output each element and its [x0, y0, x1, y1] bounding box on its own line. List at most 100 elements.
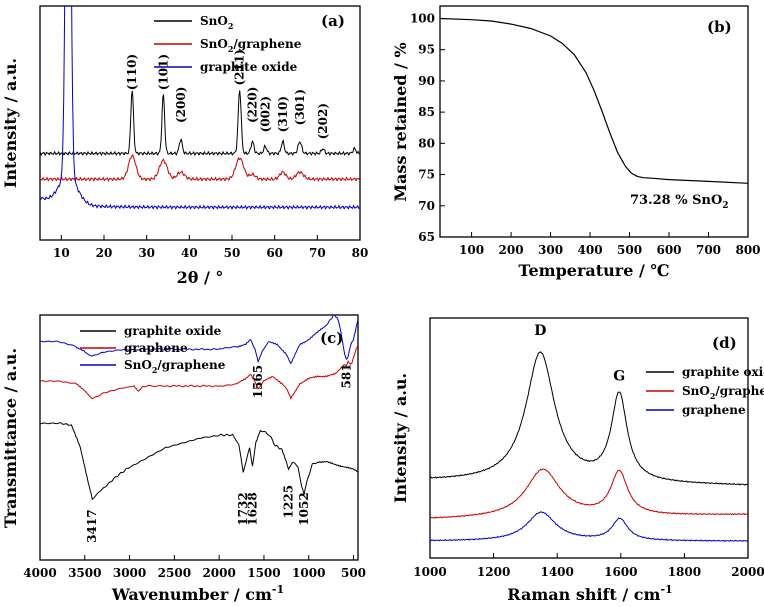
- x-ticks-c: 4000 3500 3000 2500 2000 1500 1000 500: [23, 555, 366, 580]
- x-ticks-d: 1000 1200 1400 1600 1800 2000: [413, 553, 764, 579]
- peak-label-c-2: 1732: [236, 492, 250, 525]
- peak-label-a-0: (110): [125, 54, 139, 90]
- peak-labels-a: (110) (101) (200) (211) (220)(002) (310) (301)…: [125, 49, 330, 139]
- x-tick-label-b-1: 200: [499, 243, 524, 257]
- series-line-c-0: [40, 422, 358, 501]
- peak-label-a-5: (002): [258, 96, 272, 132]
- x-tick-label-d-5: 2000: [731, 565, 764, 579]
- peak-label-a-3: (211): [233, 49, 247, 85]
- legend-label-d-1: SnO2/graphene: [682, 384, 764, 401]
- y-axis-label-a: Intensity / a.u.: [1, 58, 20, 188]
- y-tick-label-b-5: 90: [418, 74, 435, 88]
- peak-label-a-8: (202): [316, 103, 330, 139]
- peak-label-c-0: 1565: [251, 365, 265, 398]
- x-tick-label-c-7: 500: [341, 566, 366, 580]
- y-tick-label-b-4: 85: [418, 105, 435, 119]
- y-axis-label-c: Transmittance / a.u.: [1, 348, 20, 528]
- series-line-a-0: [40, 90, 360, 157]
- x-tick-label-b-2: 300: [538, 243, 563, 257]
- x-tick-label-a-5: 60: [266, 246, 283, 260]
- x-tick-label-b-5: 600: [656, 243, 681, 257]
- plot-frame-c: [39, 314, 359, 561]
- x-tick-label-c-2: 3000: [113, 566, 146, 580]
- legend-label-a-0: SnO2: [200, 14, 233, 31]
- legend-label-c-0: graphite oxide: [124, 324, 222, 338]
- peak-label-c-5: 1052: [297, 492, 311, 525]
- x-tick-label-a-4: 50: [224, 246, 241, 260]
- x-tick-label-d-2: 1400: [540, 565, 573, 579]
- x-ticks-a: 10 20 30 40 50 60 70 80: [53, 235, 368, 260]
- x-axis-label-b: Temperature / ℃: [518, 261, 669, 280]
- y-tick-label-b-6: 95: [418, 43, 435, 57]
- x-tick-label-b-6: 700: [696, 243, 721, 257]
- x-tick-label-a-7: 80: [352, 246, 369, 260]
- x-tick-label-b-0: 100: [459, 243, 484, 257]
- legend-label-d-0: graphite oxide: [682, 365, 764, 379]
- legend-label-a-1: SnO2/graphene: [200, 37, 302, 54]
- panel-label-b: (b): [707, 18, 732, 36]
- peak-label-a-6: (310): [276, 96, 290, 132]
- series-line-d-2: [430, 511, 748, 543]
- x-tick-label-c-1: 3500: [68, 566, 101, 580]
- peak-label-a-7: (301): [293, 89, 307, 125]
- x-tick-label-a-1: 20: [96, 246, 113, 260]
- y-tick-label-b-3: 80: [418, 136, 435, 150]
- series-line-d-1: [430, 468, 748, 519]
- x-tick-label-c-0: 4000: [23, 566, 56, 580]
- tga-annotation: 73.28 % SnO2: [630, 193, 729, 211]
- peak-label-a-2: (200): [174, 87, 188, 123]
- band-label-d-0: D: [534, 323, 546, 339]
- x-tick-label-a-6: 70: [309, 246, 326, 260]
- panel-a: 10 20 30 40 50 60 70 80 (110) (101) (200) (211) (22…: [1, 5, 368, 287]
- x-tick-label-d-1: 1200: [477, 565, 510, 579]
- axis-ticks-b: 100 200 300 400 500 600 700 800 65 70 75 80 85 90 95 10…: [410, 11, 761, 257]
- peak-label-c-6: 3417: [85, 509, 99, 542]
- y-tick-label-b-2: 75: [418, 168, 435, 182]
- series-line-a-2: [40, 6, 360, 211]
- plot-frame-d: [429, 317, 749, 559]
- series-group-b: [439, 17, 749, 184]
- peak-label-c-1: 581: [339, 363, 353, 388]
- legend-label-d-2: graphene: [682, 403, 746, 417]
- plot-frame-a: [39, 5, 361, 241]
- legend-label-c-2: SnO2/graphene: [124, 358, 226, 375]
- y-axis-label-d: Intensity / a.u.: [391, 373, 410, 503]
- panel-label-d: (d): [712, 334, 737, 352]
- panel-label-c: (c): [320, 329, 343, 347]
- series-group-a: [40, 6, 360, 211]
- band-labels-d: DG: [534, 323, 625, 385]
- x-axis-label-a: 2θ / °: [177, 268, 224, 287]
- series-line-d-0: [430, 351, 748, 486]
- x-tick-label-a-0: 10: [53, 246, 70, 260]
- x-tick-label-b-4: 500: [617, 243, 642, 257]
- panel-label-a: (a): [321, 12, 345, 30]
- series-line-c-2: [40, 315, 358, 365]
- plot-frame-b: [439, 5, 749, 238]
- x-tick-label-d-4: 1800: [668, 565, 701, 579]
- x-tick-label-c-6: 1000: [292, 566, 325, 580]
- y-tick-label-b-1: 70: [418, 199, 435, 213]
- legend-label-c-1: graphene: [124, 341, 188, 355]
- x-tick-label-c-4: 2000: [202, 566, 235, 580]
- peak-label-a-4: (220): [245, 87, 259, 123]
- panel-d: 1000 1200 1400 1600 1800 2000 DG graphite oxi…: [391, 317, 764, 604]
- series-line-a-1: [40, 154, 360, 183]
- legend-c: graphite oxide graphene SnO2/graphene: [80, 324, 226, 375]
- x-tick-label-d-3: 1600: [604, 565, 637, 579]
- legend-a: SnO2 SnO2/graphene graphite oxide: [154, 14, 302, 74]
- peak-label-a-1: (101): [156, 54, 170, 90]
- x-tick-label-c-3: 2500: [158, 566, 191, 580]
- x-axis-label-d: Raman shift / cm-1: [507, 583, 672, 604]
- x-tick-label-a-3: 40: [181, 246, 198, 260]
- band-label-d-1: G: [613, 368, 625, 384]
- panel-c: 4000 3500 3000 2500 2000 1500 1000 500 1565 5811…: [1, 314, 366, 604]
- x-tick-label-d-0: 1000: [413, 565, 446, 579]
- series-line-c-1: [40, 344, 358, 400]
- x-tick-label-a-2: 30: [138, 246, 155, 260]
- x-tick-label-b-7: 800: [735, 243, 760, 257]
- legend-label-a-2: graphite oxide: [200, 60, 298, 74]
- series-line-b-0: [439, 17, 749, 184]
- peak-label-c-4: 1225: [282, 485, 296, 518]
